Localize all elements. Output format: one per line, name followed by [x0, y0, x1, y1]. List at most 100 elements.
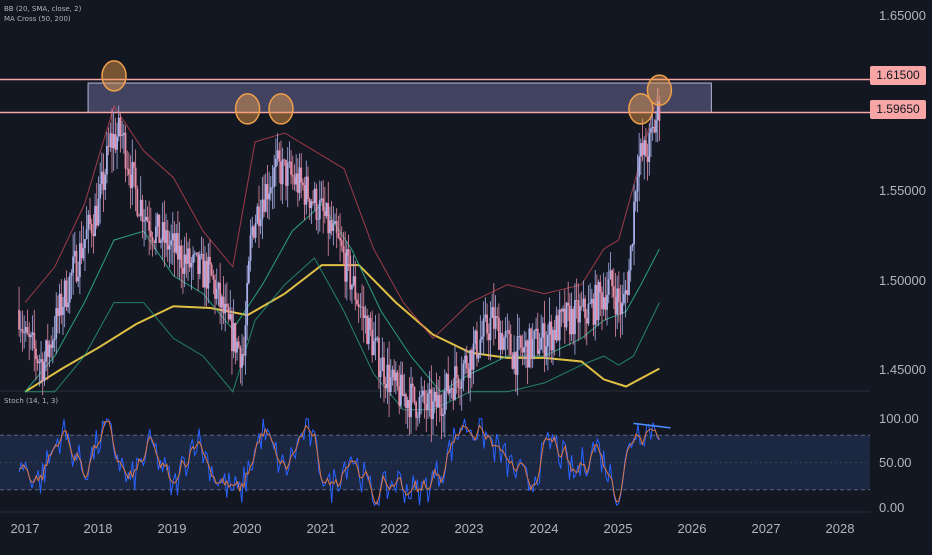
year-tick-label: 2027	[751, 521, 781, 536]
candle-body	[614, 296, 617, 315]
candle-body	[580, 306, 583, 307]
year-tick-label: 2026	[677, 521, 707, 536]
bb-indicator-label[interactable]: BB (20, SMA, close, 2)	[4, 5, 82, 13]
candle-body	[594, 284, 597, 325]
candle-body	[636, 176, 639, 192]
candle-body	[428, 389, 431, 394]
candle-body	[410, 383, 412, 418]
candle-body	[416, 417, 419, 419]
candle-body	[273, 167, 276, 188]
candle-body	[540, 337, 543, 350]
candle-body	[263, 199, 265, 212]
candle-body	[606, 294, 608, 310]
candle-body	[315, 188, 318, 220]
candle-body	[617, 288, 620, 302]
candle-body	[421, 390, 424, 396]
candle-body	[391, 369, 394, 378]
candle-body	[271, 187, 274, 188]
candle-body	[528, 328, 531, 368]
candle-body	[481, 336, 483, 340]
candle-body	[78, 243, 81, 277]
candle-body	[100, 171, 103, 184]
candle-body	[200, 253, 203, 256]
candle-body	[611, 270, 614, 287]
candle-body	[641, 143, 644, 156]
candle-body	[587, 303, 590, 324]
candle-body	[313, 188, 316, 204]
candle-body	[378, 337, 380, 378]
candle-body	[452, 388, 455, 400]
resistance-upper-price-tag[interactable]: 1.61500	[870, 66, 926, 85]
candle-body	[345, 249, 348, 282]
candle-body	[494, 316, 497, 329]
candle-body	[264, 183, 267, 212]
candle-body	[584, 298, 586, 319]
candle-body	[283, 159, 286, 161]
candle-body	[60, 293, 63, 316]
candle-body	[457, 377, 460, 388]
candle-body	[126, 168, 129, 170]
resistance-lower-price-tag[interactable]: 1.59650	[870, 100, 926, 119]
candle-body	[31, 332, 34, 335]
candle-body	[46, 340, 49, 357]
candle-body	[334, 221, 336, 224]
candle-body	[295, 173, 298, 185]
candle-body	[290, 161, 292, 175]
candle-body	[87, 214, 90, 230]
candle-body	[400, 374, 402, 406]
candle-body	[646, 156, 649, 162]
series-line-bb-upper	[24, 88, 660, 340]
candle-body	[634, 191, 637, 202]
candle-body	[651, 126, 654, 129]
stoch-d-line	[18, 420, 660, 505]
candle-body	[364, 315, 367, 319]
candle-body	[467, 368, 470, 378]
candle-body	[19, 329, 22, 331]
candle-body	[85, 229, 88, 240]
candle-body	[318, 200, 321, 220]
candle-body	[122, 132, 125, 135]
candle-body	[281, 159, 284, 185]
candle-body	[487, 333, 490, 341]
candle-body	[548, 321, 551, 335]
candle-body	[92, 233, 95, 236]
candle-body	[77, 276, 80, 282]
candle-body	[592, 298, 595, 325]
ma-cross-indicator-label[interactable]: MA Cross (50, 200)	[4, 15, 71, 23]
candle-body	[445, 373, 448, 391]
candle-body	[63, 280, 66, 307]
candle-body	[582, 298, 585, 307]
candle-body	[109, 133, 112, 147]
candle-body	[474, 330, 477, 344]
candle-body	[563, 308, 566, 328]
stoch-tick-label: 50.00	[879, 455, 912, 470]
candle-body	[253, 226, 255, 238]
candle-body	[148, 221, 151, 231]
candle-body	[242, 354, 245, 356]
candle-body	[543, 323, 546, 357]
candle-body	[349, 255, 352, 290]
candle-body	[464, 355, 467, 364]
candle-body	[472, 343, 475, 370]
candle-body	[381, 357, 384, 372]
candle-body	[335, 221, 338, 233]
candle-body	[239, 347, 242, 368]
candle-body	[372, 340, 375, 356]
candle-body	[163, 222, 166, 243]
candle-body	[420, 395, 423, 398]
candle-body	[650, 128, 652, 133]
indicator-lines-layer	[24, 88, 660, 411]
price-tick-label: 1.65000	[879, 8, 926, 23]
candle-body	[258, 206, 260, 227]
candle-body	[501, 332, 504, 350]
candle-body	[288, 161, 291, 163]
candle-body	[432, 401, 434, 420]
candle-body	[168, 245, 171, 250]
candle-body	[619, 301, 622, 315]
stoch-indicator-label[interactable]: Stoch (14, 1, 3)	[4, 397, 59, 405]
candle-body	[531, 338, 534, 358]
series-line-ma-50	[24, 203, 660, 393]
candle-body	[232, 323, 235, 352]
candle-body	[455, 366, 458, 378]
year-tick-label: 2021	[306, 521, 336, 536]
